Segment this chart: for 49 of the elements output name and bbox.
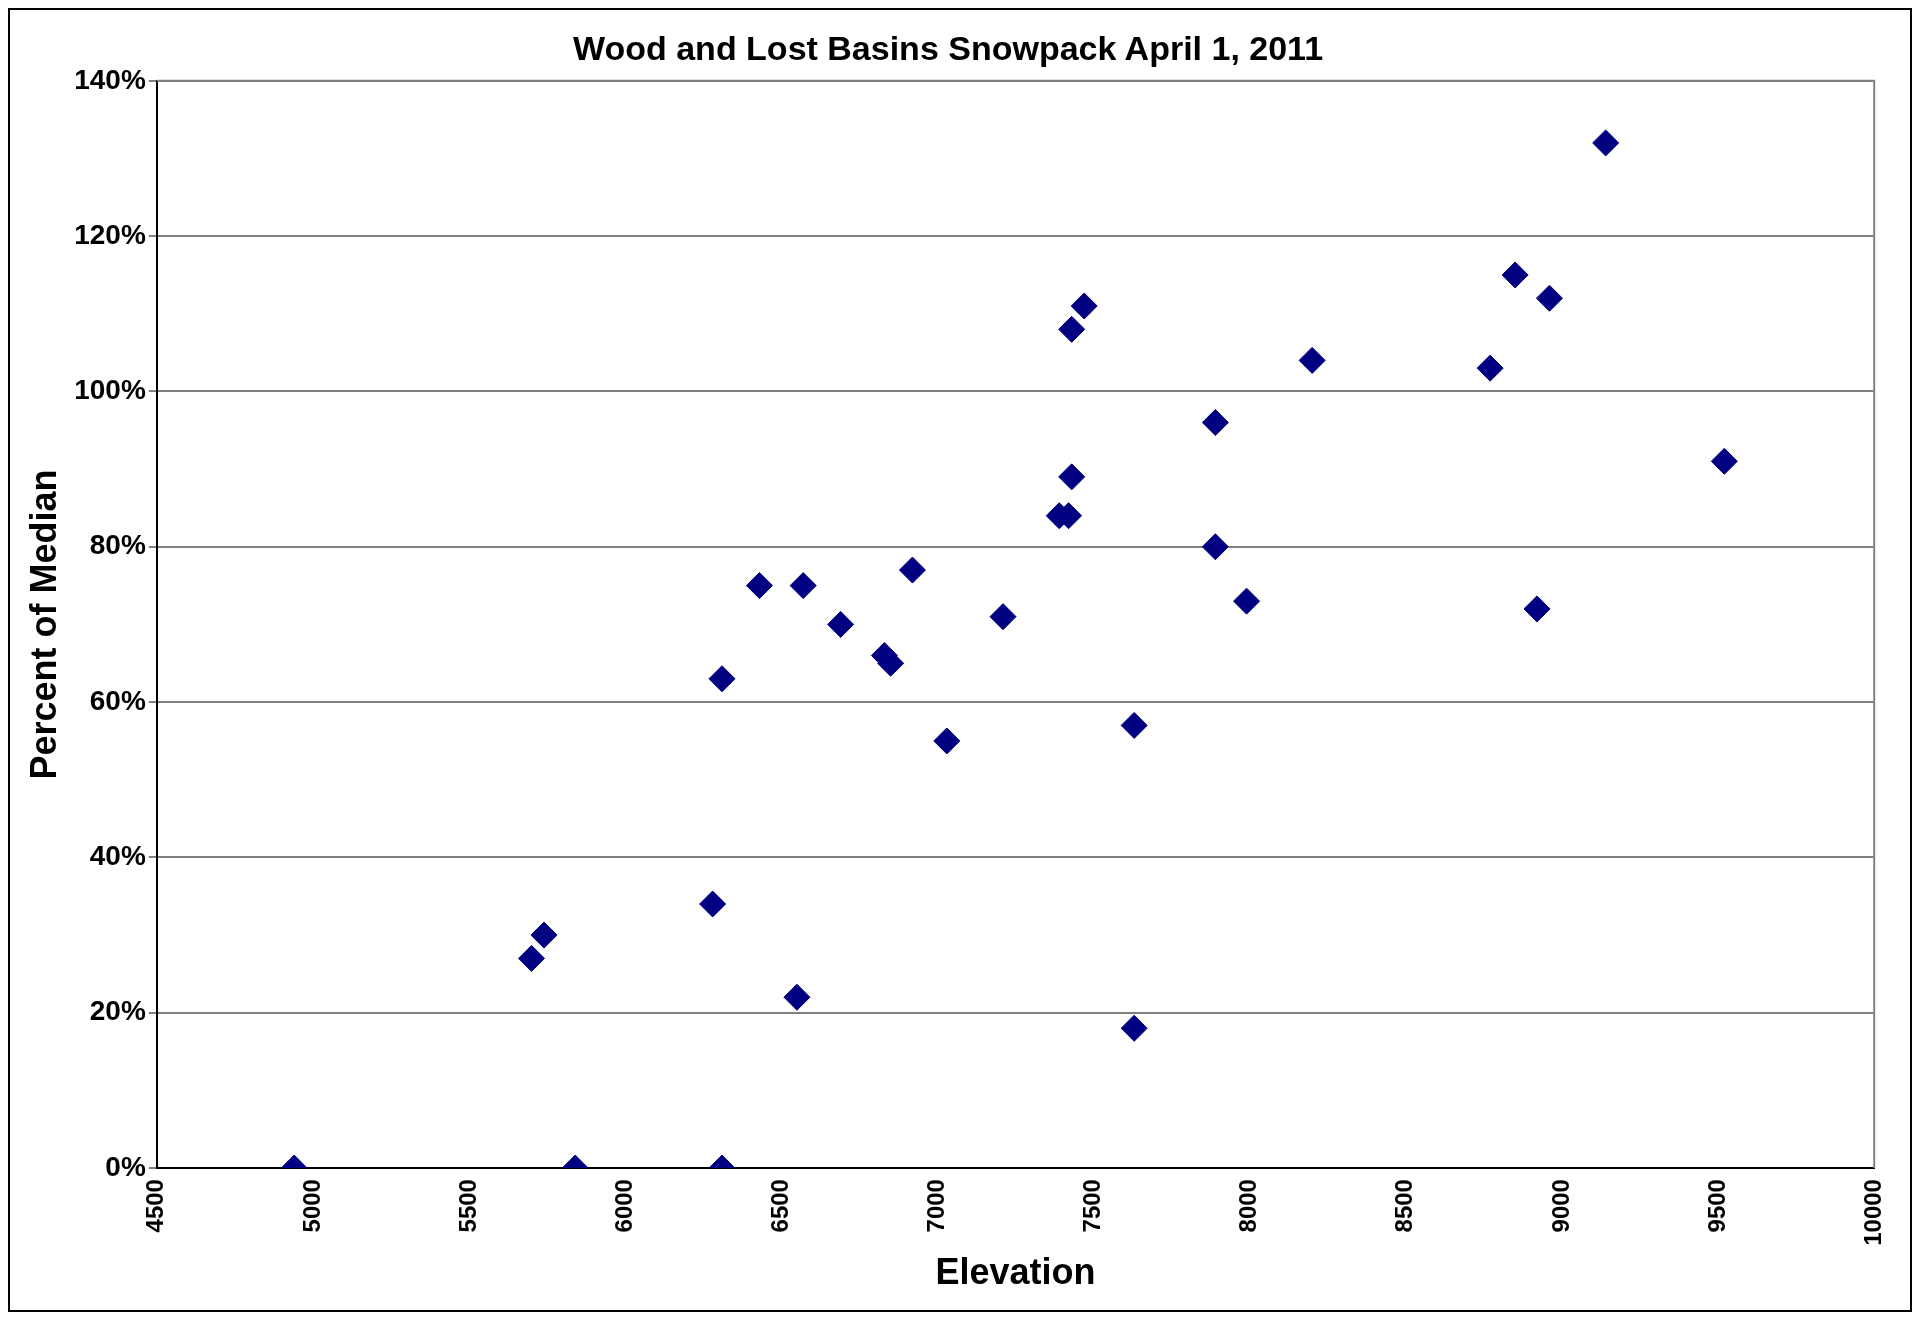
point — [1592, 129, 1620, 157]
x-tick-label: 7500 — [1078, 1179, 1106, 1233]
point — [1501, 261, 1529, 289]
point — [1298, 346, 1326, 374]
x-tick-label: 7000 — [922, 1179, 950, 1233]
point — [1070, 292, 1098, 320]
point — [1058, 463, 1086, 491]
point — [1058, 315, 1086, 343]
point — [827, 610, 855, 638]
y-axis-title: Percent of Median — [22, 469, 64, 780]
point — [898, 556, 926, 584]
x-tick-label: 10000 — [1858, 1179, 1886, 1246]
y-tick-label: 0% — [105, 1150, 146, 1182]
y-tick-label: 60% — [89, 684, 146, 716]
point — [1476, 354, 1504, 382]
point — [789, 572, 817, 600]
point — [989, 603, 1017, 631]
x-tick-label: 9000 — [1546, 1179, 1574, 1233]
point — [530, 921, 558, 949]
x-tick-label: 9500 — [1702, 1179, 1730, 1233]
point — [783, 983, 811, 1011]
point — [1201, 409, 1229, 437]
point — [1120, 1014, 1148, 1042]
point — [518, 944, 546, 972]
x-tick-label: 6000 — [609, 1179, 637, 1233]
x-tick-label: 5000 — [297, 1179, 325, 1233]
y-tick-label: 80% — [89, 529, 146, 561]
x-tick-label: 5500 — [453, 1179, 481, 1233]
point — [745, 572, 773, 600]
point — [708, 665, 736, 693]
point — [1201, 533, 1229, 561]
chart-title: Wood and Lost Basins Snowpack April 1, 2011 — [572, 28, 1324, 67]
x-axis-title: Elevation — [935, 1251, 1096, 1293]
y-tick-label: 20% — [89, 995, 146, 1027]
x-tick-label: 8500 — [1390, 1179, 1418, 1233]
point — [699, 890, 727, 918]
point — [1710, 447, 1738, 475]
point — [1233, 587, 1261, 615]
y-tick-label: 120% — [74, 218, 146, 250]
point — [1120, 711, 1148, 739]
point — [1523, 595, 1551, 623]
x-tick-label: 4500 — [141, 1179, 169, 1233]
point — [933, 727, 961, 755]
point — [1535, 284, 1563, 312]
y-tick-label: 100% — [74, 374, 146, 406]
x-tick-label: 8000 — [1234, 1179, 1262, 1233]
y-tick-label: 140% — [74, 63, 146, 95]
y-tick-label: 40% — [89, 840, 146, 872]
x-tick-label: 6500 — [765, 1179, 793, 1233]
